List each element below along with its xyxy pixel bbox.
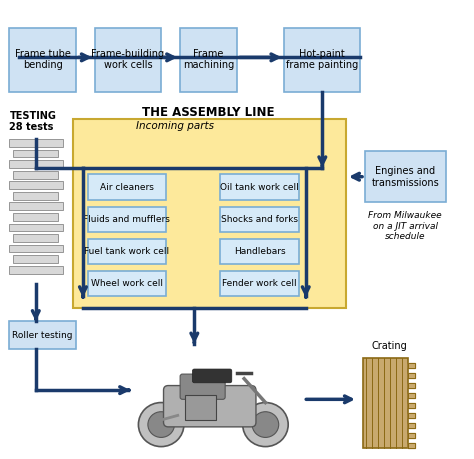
Text: Fender work cell: Fender work cell xyxy=(222,279,297,288)
FancyBboxPatch shape xyxy=(88,271,166,296)
Polygon shape xyxy=(408,413,415,418)
Bar xyxy=(13,192,58,200)
Text: Fluids and mufflers: Fluids and mufflers xyxy=(83,215,170,224)
Text: Air cleaners: Air cleaners xyxy=(100,183,154,191)
FancyBboxPatch shape xyxy=(164,386,256,427)
Bar xyxy=(13,150,58,157)
Text: Handlebars: Handlebars xyxy=(234,247,285,256)
Bar xyxy=(9,160,63,168)
Polygon shape xyxy=(408,393,415,398)
Circle shape xyxy=(243,403,288,447)
FancyBboxPatch shape xyxy=(88,174,166,200)
FancyBboxPatch shape xyxy=(220,174,299,200)
FancyBboxPatch shape xyxy=(180,28,237,92)
FancyBboxPatch shape xyxy=(365,151,446,202)
FancyBboxPatch shape xyxy=(192,369,232,383)
Circle shape xyxy=(252,412,279,437)
FancyBboxPatch shape xyxy=(220,271,299,296)
Polygon shape xyxy=(408,442,415,448)
Bar xyxy=(9,245,63,252)
Bar xyxy=(9,202,63,210)
Polygon shape xyxy=(408,432,415,437)
Text: Fuel tank work cell: Fuel tank work cell xyxy=(84,247,169,256)
Text: Roller testing: Roller testing xyxy=(12,330,73,340)
Text: Frame-building
work cells: Frame-building work cells xyxy=(91,49,164,71)
Text: Incoming parts: Incoming parts xyxy=(137,121,214,131)
FancyBboxPatch shape xyxy=(180,374,225,399)
Text: Hot-paint
frame painting: Hot-paint frame painting xyxy=(286,49,358,71)
Polygon shape xyxy=(408,363,415,368)
Bar xyxy=(185,395,216,420)
Polygon shape xyxy=(408,373,415,378)
Bar xyxy=(13,234,58,242)
FancyBboxPatch shape xyxy=(220,239,299,264)
FancyBboxPatch shape xyxy=(88,239,166,264)
Text: From Milwaukee
on a JIT arrival
schedule: From Milwaukee on a JIT arrival schedule xyxy=(368,211,442,241)
FancyBboxPatch shape xyxy=(73,119,346,308)
Bar xyxy=(13,213,58,221)
Text: Frame tube
bending: Frame tube bending xyxy=(15,49,71,71)
Bar xyxy=(13,171,58,179)
Bar xyxy=(9,266,63,274)
FancyBboxPatch shape xyxy=(88,207,166,232)
Polygon shape xyxy=(408,383,415,388)
FancyBboxPatch shape xyxy=(284,28,360,92)
Text: THE ASSEMBLY LINE: THE ASSEMBLY LINE xyxy=(142,106,275,119)
Text: Wheel work cell: Wheel work cell xyxy=(91,279,163,288)
Bar xyxy=(9,181,63,189)
FancyBboxPatch shape xyxy=(9,28,76,92)
Text: Shocks and forks: Shocks and forks xyxy=(221,215,298,224)
Polygon shape xyxy=(408,423,415,428)
Bar xyxy=(363,358,408,448)
Polygon shape xyxy=(408,403,415,408)
Bar xyxy=(9,139,63,147)
FancyBboxPatch shape xyxy=(220,207,299,232)
FancyBboxPatch shape xyxy=(9,321,76,349)
Text: Engines and
transmissions: Engines and transmissions xyxy=(372,166,439,188)
Text: Crating: Crating xyxy=(371,341,407,351)
Bar xyxy=(9,224,63,231)
Text: TESTING
28 tests: TESTING 28 tests xyxy=(9,111,56,133)
Text: Frame
machining: Frame machining xyxy=(183,49,234,71)
Bar xyxy=(13,255,58,263)
Text: Oil tank work cell: Oil tank work cell xyxy=(220,183,299,191)
FancyBboxPatch shape xyxy=(95,28,161,92)
Circle shape xyxy=(148,412,174,437)
Circle shape xyxy=(138,403,184,447)
